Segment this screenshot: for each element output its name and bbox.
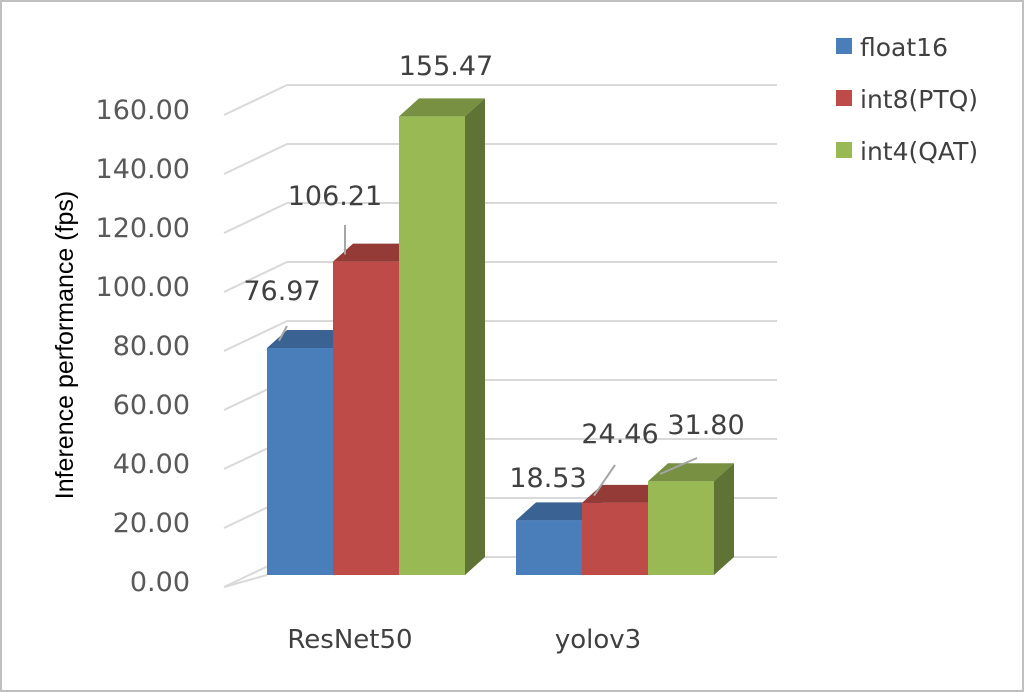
bar-side <box>714 463 734 575</box>
legend: float16 int8(PTQ) int4(QAT) <box>836 33 978 166</box>
y-tick-label: 100.00 <box>96 272 190 303</box>
y-tick-label: 20.00 <box>113 508 190 539</box>
legend-item: int8(PTQ) <box>836 85 978 114</box>
legend-label: float16 <box>860 33 948 62</box>
bar-front <box>399 116 465 576</box>
bar-side <box>465 98 485 576</box>
leader-line <box>278 325 288 342</box>
gridline-side <box>223 202 288 234</box>
legend-item: int4(QAT) <box>836 137 978 166</box>
x-category-label: ResNet50 <box>287 625 412 655</box>
bar-yolov3-int4(QAT) <box>648 463 734 575</box>
bar-ResNet50-int4(QAT) <box>399 98 485 576</box>
x-category-label: yolov3 <box>555 625 641 655</box>
data-labels: 76.97 106.21 155.47 18.53 24.46 31.80 <box>243 51 745 497</box>
data-label: 31.80 <box>667 410 744 441</box>
bar-front <box>333 261 399 575</box>
y-tick-label: 60.00 <box>113 390 190 421</box>
bar-front <box>648 481 714 575</box>
bar-top <box>333 243 419 262</box>
legend-item: float16 <box>836 33 948 62</box>
data-label: 24.46 <box>581 419 658 450</box>
bar-top <box>582 484 668 503</box>
y-tick-label: 40.00 <box>113 449 190 480</box>
legend-label: int4(QAT) <box>860 137 978 166</box>
floor-edge <box>223 574 268 588</box>
bar-top <box>399 98 485 117</box>
bar-top <box>648 463 734 482</box>
legend-label: int8(PTQ) <box>860 85 978 114</box>
bar-top <box>267 329 353 348</box>
y-tick-label: 0.00 <box>130 567 190 598</box>
bar-front <box>582 502 648 575</box>
gridline-side <box>223 320 288 352</box>
bars <box>267 98 734 576</box>
y-tick-label: 80.00 <box>113 331 190 362</box>
data-label: 155.47 <box>399 51 493 82</box>
leader-line <box>659 457 698 475</box>
gridline-side <box>223 261 288 293</box>
y-axis-label: Inference performance (fps) <box>51 191 79 499</box>
y-tick-label: 120.00 <box>96 213 190 244</box>
bar-top <box>516 502 602 521</box>
bar-front <box>267 347 333 575</box>
gridline-side <box>223 84 288 116</box>
data-label: 76.97 <box>243 276 320 307</box>
x-axis-categories: ResNet50 yolov3 <box>287 625 641 655</box>
legend-swatch <box>836 90 852 106</box>
data-label: 18.53 <box>509 463 586 494</box>
data-label: 106.21 <box>288 181 382 212</box>
bar-front <box>516 520 582 575</box>
legend-swatch <box>836 142 852 158</box>
y-axis-ticks: 0.00 20.00 40.00 60.00 80.00 100.00 120.00 140.… <box>96 95 190 598</box>
gridline-side <box>223 143 288 175</box>
legend-swatch <box>836 38 852 54</box>
y-tick-label: 160.00 <box>96 95 190 126</box>
leader-line <box>593 464 616 497</box>
y-tick-label: 140.00 <box>96 154 190 185</box>
